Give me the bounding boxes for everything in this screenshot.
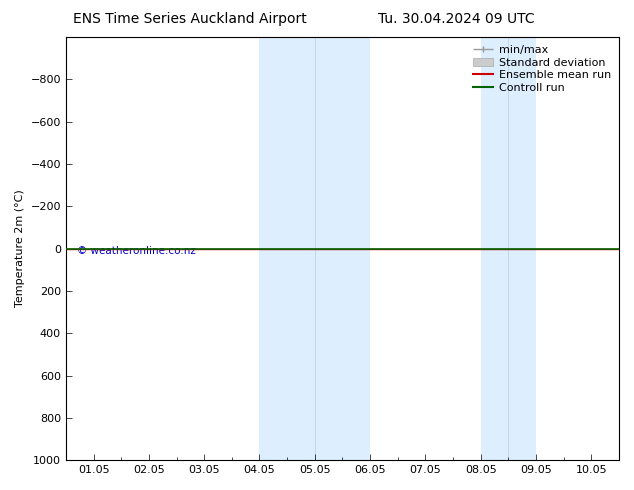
Legend: min/max, Standard deviation, Ensemble mean run, Controll run: min/max, Standard deviation, Ensemble me… (471, 43, 614, 96)
Bar (481, 37, 536, 460)
Text: ENS Time Series Auckland Airport: ENS Time Series Auckland Airport (74, 12, 307, 26)
Text: © weatheronline.co.nz: © weatheronline.co.nz (77, 245, 196, 256)
Y-axis label: Temperature 2m (°C): Temperature 2m (°C) (15, 190, 25, 307)
Text: Tu. 30.04.2024 09 UTC: Tu. 30.04.2024 09 UTC (378, 12, 535, 26)
Bar (259, 37, 370, 460)
